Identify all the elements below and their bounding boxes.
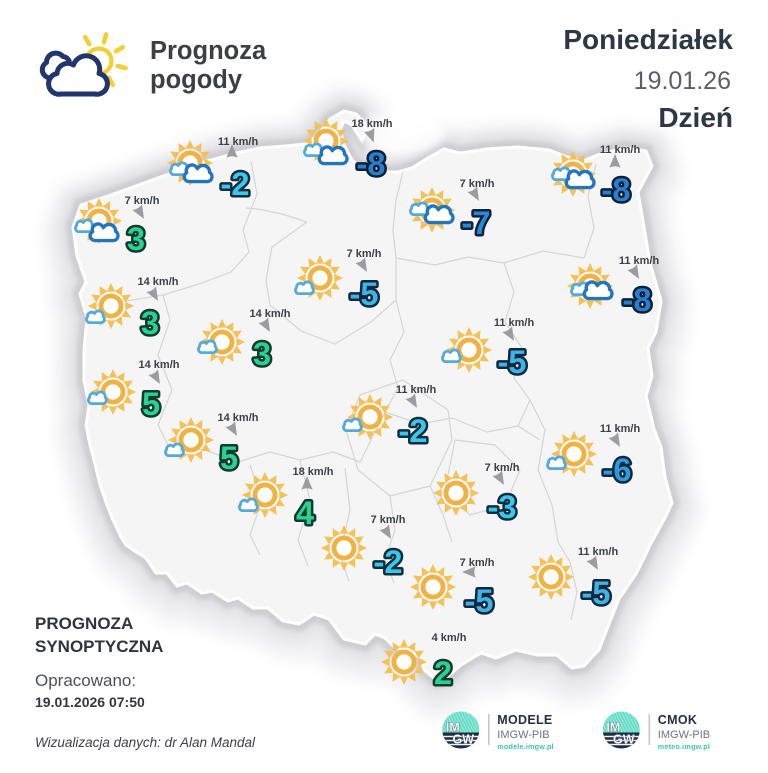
svg-text:5: 5	[142, 386, 160, 422]
svg-text:-6: -6	[603, 452, 632, 488]
svg-text:7 km/h: 7 km/h	[485, 462, 520, 474]
svg-text:MODELE: MODELE	[497, 713, 552, 727]
svg-text:19.01.26: 19.01.26	[634, 67, 731, 95]
svg-text:-5: -5	[465, 583, 494, 619]
svg-text:14 km/h: 14 km/h	[250, 308, 291, 320]
svg-text:IM: IM	[446, 721, 460, 735]
svg-text:5: 5	[220, 440, 238, 476]
svg-text:7 km/h: 7 km/h	[371, 514, 406, 526]
svg-text:3: 3	[127, 221, 145, 257]
svg-text:-5: -5	[498, 344, 527, 380]
svg-text:IMGW-PIB: IMGW-PIB	[497, 729, 549, 741]
svg-text:Wizualizacja danych: dr Alan M: Wizualizacja danych: dr Alan Mandal	[35, 735, 256, 750]
svg-text:-8: -8	[623, 282, 652, 318]
svg-text:-7: -7	[462, 205, 491, 241]
svg-text:7 km/h: 7 km/h	[347, 248, 382, 260]
svg-text:Opracowano:: Opracowano:	[35, 671, 136, 690]
svg-text:modele.imgw.pl: modele.imgw.pl	[497, 742, 553, 751]
svg-text:11 km/h: 11 km/h	[600, 144, 641, 156]
svg-text:IM: IM	[606, 721, 620, 735]
svg-text:3: 3	[141, 305, 159, 341]
svg-text:SYNOPTYCZNA: SYNOPTYCZNA	[35, 637, 163, 656]
svg-text:7 km/h: 7 km/h	[460, 557, 495, 569]
svg-text:7 km/h: 7 km/h	[125, 195, 160, 207]
svg-text:-8: -8	[602, 172, 631, 208]
svg-text:meteo.imgw.pl: meteo.imgw.pl	[658, 742, 710, 751]
svg-text:-2: -2	[399, 413, 428, 449]
svg-text:14 km/h: 14 km/h	[139, 359, 180, 371]
svg-text:-8: -8	[357, 146, 386, 182]
svg-text:7 km/h: 7 km/h	[460, 178, 495, 190]
svg-text:11 km/h: 11 km/h	[218, 136, 259, 148]
svg-text:4: 4	[296, 495, 314, 531]
svg-text:GW: GW	[613, 733, 635, 747]
svg-text:pogody: pogody	[150, 66, 243, 94]
svg-text:11 km/h: 11 km/h	[494, 317, 535, 329]
svg-text:CMOK: CMOK	[658, 713, 697, 727]
svg-text:-3: -3	[488, 489, 517, 525]
svg-text:-2: -2	[221, 166, 250, 202]
svg-text:11 km/h: 11 km/h	[619, 255, 660, 267]
svg-text:14 km/h: 14 km/h	[218, 412, 259, 424]
svg-text:-2: -2	[374, 544, 403, 580]
svg-text:19.01.2026 07:50: 19.01.2026 07:50	[35, 694, 145, 710]
svg-text:PROGNOZA: PROGNOZA	[35, 614, 133, 633]
svg-text:Dzień: Dzień	[658, 102, 733, 133]
svg-text:3: 3	[253, 336, 271, 372]
svg-text:Prognoza: Prognoza	[150, 37, 267, 65]
svg-text:18 km/h: 18 km/h	[293, 466, 334, 478]
svg-text:Poniedziałek: Poniedziałek	[563, 24, 733, 55]
svg-text:2: 2	[434, 655, 452, 691]
svg-text:11 km/h: 11 km/h	[600, 423, 641, 435]
svg-text:11 km/h: 11 km/h	[396, 384, 437, 396]
svg-text:-5: -5	[350, 276, 379, 312]
svg-text:4 km/h: 4 km/h	[432, 632, 467, 644]
svg-text:18 km/h: 18 km/h	[352, 118, 393, 130]
svg-text:IMGW-PIB: IMGW-PIB	[658, 729, 710, 741]
svg-text:14 km/h: 14 km/h	[138, 276, 179, 288]
svg-text:GW: GW	[453, 733, 475, 747]
svg-text:-5: -5	[582, 575, 611, 611]
svg-text:11 km/h: 11 km/h	[578, 546, 619, 558]
